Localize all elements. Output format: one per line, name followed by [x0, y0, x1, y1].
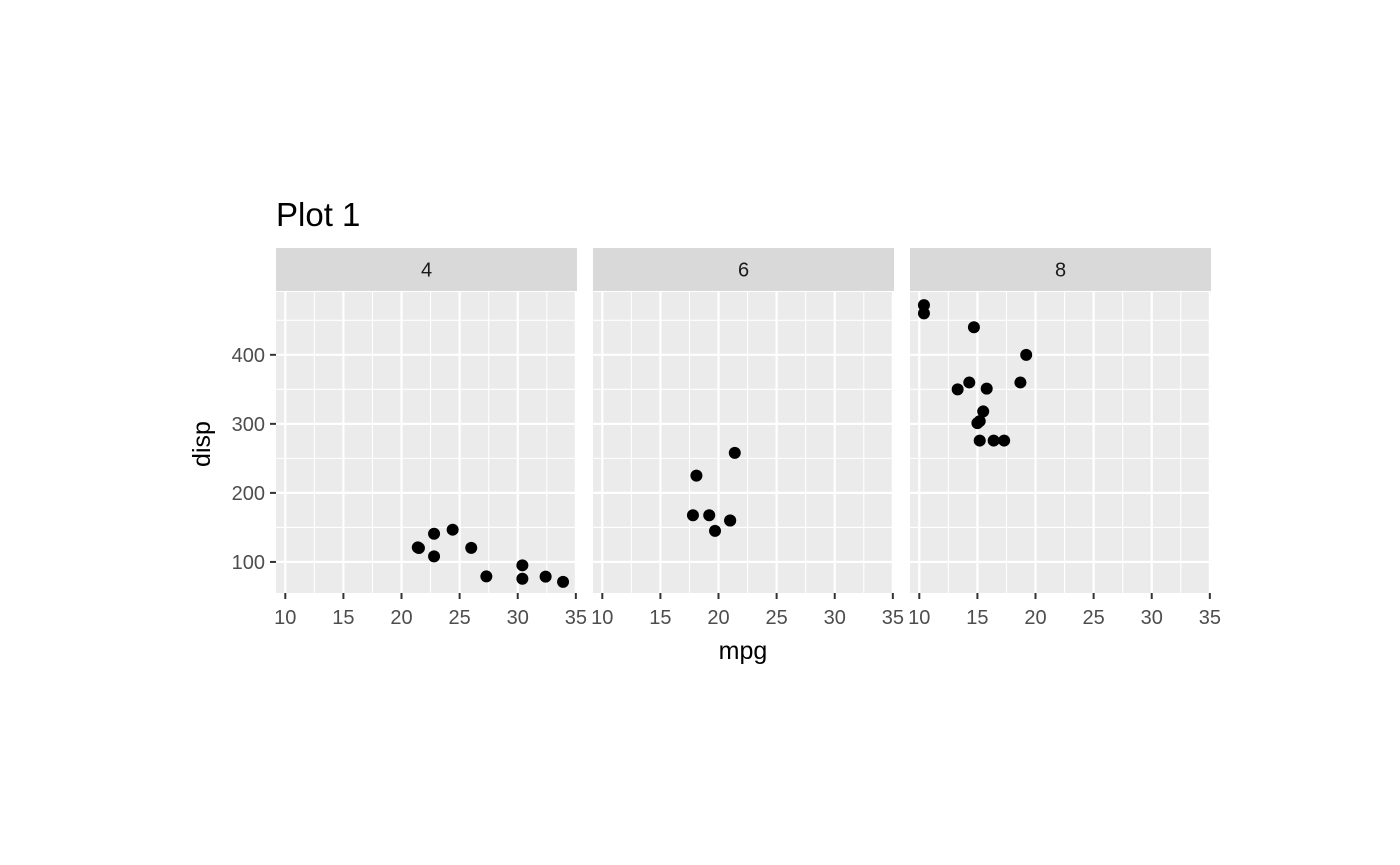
data-point — [728, 446, 741, 459]
x-tick-label: 35 — [1199, 607, 1221, 629]
x-tick-label: 20 — [707, 607, 729, 629]
panel-background — [276, 292, 577, 593]
x-tick-label: 10 — [591, 607, 613, 629]
data-point — [539, 570, 552, 583]
data-point — [480, 570, 493, 583]
data-point — [973, 434, 986, 447]
y-tick-label: 100 — [232, 552, 265, 574]
data-point — [917, 299, 930, 312]
x-tick-label: 15 — [332, 607, 354, 629]
x-tick-label: 35 — [565, 607, 587, 629]
y-tick-label: 300 — [232, 414, 265, 436]
facet-strip-label: 6 — [738, 260, 749, 282]
data-point — [967, 321, 980, 334]
data-point — [446, 523, 459, 536]
x-tick-label: 25 — [1082, 607, 1104, 629]
data-point — [703, 509, 716, 522]
y-axis-title: disp — [188, 421, 216, 467]
facet-strip — [593, 248, 894, 291]
y-axis: 100 200 300 400 — [232, 345, 276, 574]
facet-strip — [910, 248, 1211, 291]
x-tick-label: 30 — [1141, 607, 1163, 629]
x-tick-label: 15 — [649, 607, 671, 629]
x-tick-label: 25 — [765, 607, 787, 629]
facet-panel-6: 6 10 15 20 25 30 35 — [591, 248, 904, 629]
facet-strip-label: 4 — [421, 260, 432, 282]
panel-background — [910, 292, 1211, 593]
facet-strip-label: 8 — [1055, 260, 1066, 282]
data-point — [987, 434, 1000, 447]
data-point — [977, 405, 990, 418]
x-tick-label: 10 — [274, 607, 296, 629]
x-tick-label: 15 — [966, 607, 988, 629]
facet-panel-8: 8 10 15 20 25 30 35 — [908, 248, 1221, 629]
y-tick-label: 200 — [232, 483, 265, 505]
data-point — [516, 572, 529, 585]
data-point — [951, 383, 964, 396]
data-point — [690, 469, 703, 482]
x-tick-label: 25 — [448, 607, 470, 629]
x-axis-title: mpg — [719, 637, 768, 665]
facet-panels: 4 10 15 20 25 30 35 6 10 15 20 25 30 35 8 10 15 20 25 30 35 — [274, 248, 1221, 629]
data-point — [516, 559, 529, 572]
data-point — [709, 524, 722, 537]
x-tick-label: 30 — [507, 607, 529, 629]
x-tick-label: 20 — [390, 607, 412, 629]
facet-strip — [276, 248, 577, 291]
data-point — [411, 541, 424, 554]
data-point — [428, 527, 441, 540]
data-point — [557, 575, 570, 588]
data-point — [686, 509, 699, 522]
data-point — [724, 514, 737, 527]
data-point — [465, 541, 478, 554]
x-tick-label: 20 — [1024, 607, 1046, 629]
data-point — [917, 307, 930, 320]
data-point — [971, 417, 984, 430]
data-point — [980, 382, 993, 395]
data-point — [963, 376, 976, 389]
data-point — [998, 434, 1011, 447]
x-tick-label: 35 — [882, 607, 904, 629]
y-tick-label: 400 — [232, 345, 265, 367]
x-tick-label: 30 — [824, 607, 846, 629]
facet-panel-4: 4 10 15 20 25 30 35 — [274, 248, 587, 629]
panel-background — [593, 292, 894, 593]
x-tick-label: 10 — [908, 607, 930, 629]
data-point — [1020, 348, 1033, 361]
plot-title: Plot 1 — [276, 196, 360, 233]
data-point — [1014, 376, 1027, 389]
data-point — [428, 550, 441, 563]
